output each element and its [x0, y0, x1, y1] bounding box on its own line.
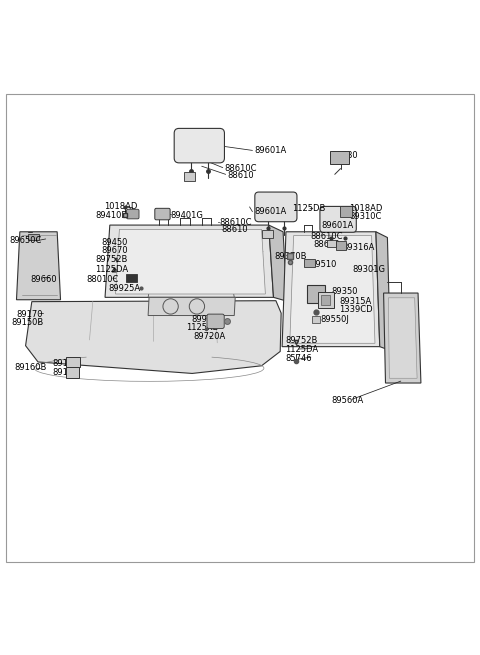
- Text: 89752B: 89752B: [96, 255, 128, 263]
- Text: 88610C: 88610C: [219, 218, 252, 227]
- Text: 89601A: 89601A: [254, 207, 287, 216]
- FancyBboxPatch shape: [307, 285, 324, 303]
- FancyBboxPatch shape: [174, 128, 225, 163]
- Polygon shape: [282, 232, 380, 346]
- Polygon shape: [148, 297, 235, 316]
- Text: 89660: 89660: [30, 275, 57, 284]
- FancyBboxPatch shape: [127, 210, 139, 219]
- Text: 89550J: 89550J: [321, 315, 349, 324]
- Text: 89310C: 89310C: [349, 212, 382, 221]
- Polygon shape: [116, 229, 265, 294]
- Text: 1125DA: 1125DA: [96, 265, 129, 274]
- Text: 89720A: 89720A: [193, 332, 225, 341]
- Text: 89165: 89165: [52, 360, 79, 368]
- Text: 89170: 89170: [16, 310, 43, 318]
- Polygon shape: [376, 232, 390, 350]
- Text: 89410E: 89410E: [96, 211, 127, 220]
- FancyBboxPatch shape: [184, 172, 195, 181]
- Text: 89752B: 89752B: [285, 337, 317, 345]
- Polygon shape: [25, 301, 281, 373]
- FancyBboxPatch shape: [126, 274, 137, 282]
- Text: 1125DB: 1125DB: [292, 204, 325, 213]
- FancyBboxPatch shape: [28, 234, 39, 240]
- FancyBboxPatch shape: [263, 231, 273, 238]
- Text: 89560A: 89560A: [331, 396, 363, 405]
- FancyBboxPatch shape: [312, 316, 321, 323]
- Text: 1018AD: 1018AD: [104, 202, 137, 212]
- Text: 1125DA: 1125DA: [285, 345, 318, 354]
- Text: 89160: 89160: [52, 369, 79, 377]
- Text: 89925A: 89925A: [108, 284, 140, 293]
- Text: 89160B: 89160B: [14, 364, 47, 372]
- Polygon shape: [384, 293, 421, 383]
- Text: 89650C: 89650C: [9, 236, 42, 246]
- Polygon shape: [105, 225, 274, 297]
- Text: 89900: 89900: [191, 315, 217, 324]
- FancyBboxPatch shape: [207, 314, 224, 328]
- FancyBboxPatch shape: [340, 206, 351, 217]
- Text: 89150B: 89150B: [11, 318, 44, 328]
- Text: 88010C: 88010C: [86, 274, 118, 284]
- Text: 89315A: 89315A: [339, 297, 372, 306]
- Text: 89670: 89670: [101, 246, 128, 255]
- FancyBboxPatch shape: [321, 295, 330, 305]
- Text: 89350: 89350: [331, 287, 358, 295]
- Text: 88610C: 88610C: [311, 232, 343, 241]
- FancyBboxPatch shape: [320, 206, 356, 233]
- Text: 89450: 89450: [101, 238, 128, 247]
- FancyBboxPatch shape: [66, 357, 80, 367]
- FancyBboxPatch shape: [66, 367, 79, 378]
- Text: 89510: 89510: [311, 260, 337, 269]
- Polygon shape: [16, 232, 60, 300]
- Text: 1339CD: 1339CD: [339, 305, 373, 314]
- FancyBboxPatch shape: [255, 192, 297, 222]
- Text: 89370B: 89370B: [274, 252, 307, 261]
- FancyBboxPatch shape: [304, 259, 315, 267]
- Text: 85746: 85746: [285, 354, 312, 363]
- Polygon shape: [388, 298, 417, 378]
- Text: 89316A: 89316A: [342, 243, 375, 252]
- Text: 89401G: 89401G: [170, 211, 204, 220]
- FancyBboxPatch shape: [326, 240, 336, 247]
- Text: 89780: 89780: [331, 151, 358, 160]
- Text: 88610: 88610: [222, 225, 249, 234]
- Text: 88610: 88610: [314, 240, 340, 249]
- Text: 1125KE: 1125KE: [186, 324, 218, 333]
- FancyBboxPatch shape: [318, 292, 334, 309]
- Polygon shape: [290, 236, 375, 343]
- FancyBboxPatch shape: [336, 241, 346, 250]
- Text: 89601A: 89601A: [254, 146, 287, 155]
- Text: 88610: 88610: [228, 171, 254, 180]
- Text: 89601A: 89601A: [322, 221, 354, 229]
- Text: 1018AD: 1018AD: [349, 204, 383, 213]
- FancyBboxPatch shape: [155, 208, 170, 220]
- FancyBboxPatch shape: [330, 151, 348, 164]
- Polygon shape: [269, 225, 287, 301]
- Text: 89301G: 89301G: [352, 265, 385, 274]
- Text: 88610C: 88610C: [225, 164, 257, 173]
